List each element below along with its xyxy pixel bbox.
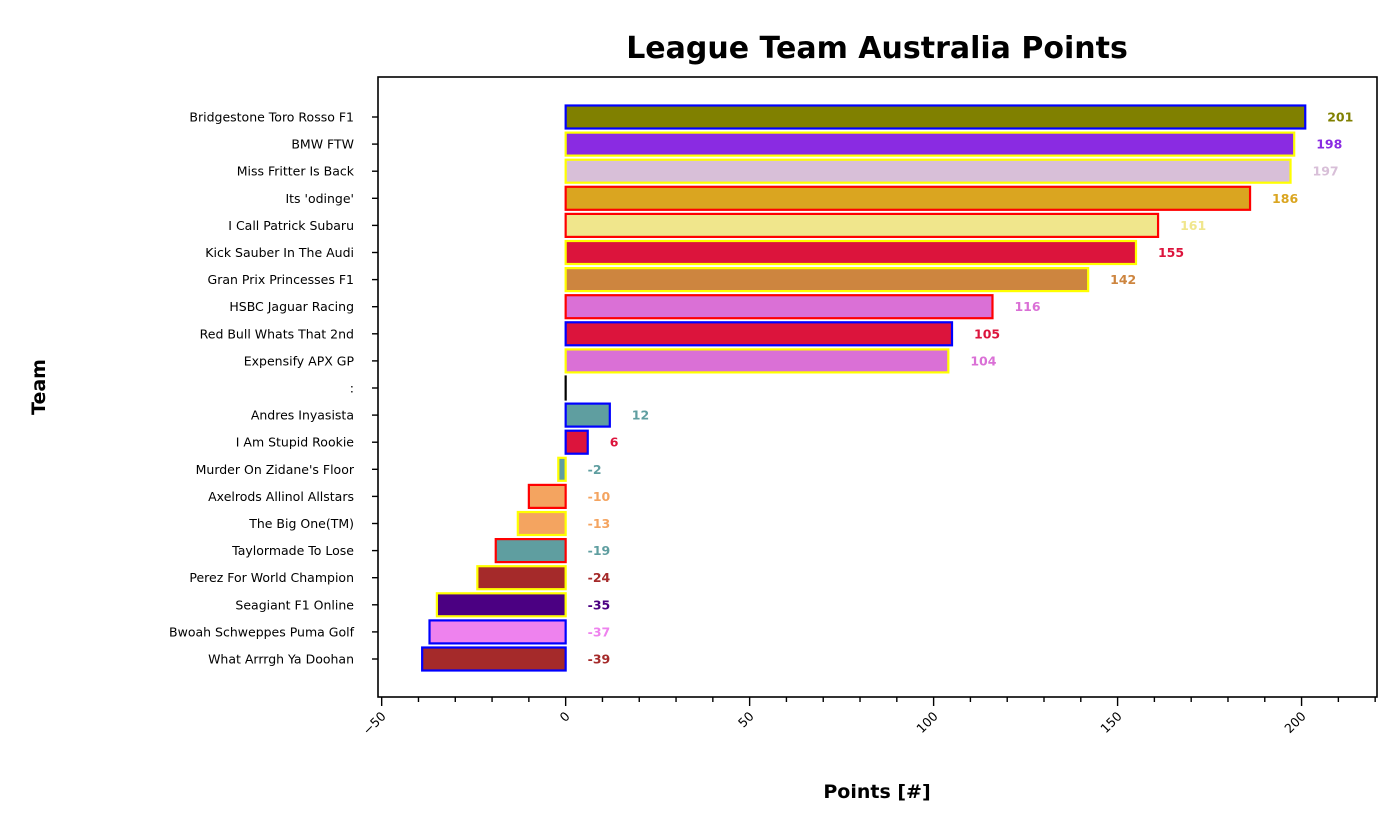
bar — [476, 565, 567, 591]
bar-value-label: 12 — [632, 408, 649, 423]
y-tick-label: The Big One(TM) — [248, 516, 354, 531]
bar-value-label: -39 — [588, 652, 611, 667]
y-tick-label: I Call Patrick Subaru — [228, 218, 354, 233]
bar — [494, 537, 567, 564]
bar-value-label: -35 — [588, 597, 611, 612]
bar-value-label: 116 — [1014, 299, 1040, 314]
bar-value-label: 161 — [1180, 218, 1206, 233]
y-tick-label: : — [350, 381, 354, 396]
y-tick-label: I Am Stupid Rookie — [236, 435, 355, 450]
y-tick-label: Andres Inyasista — [251, 408, 354, 423]
y-tick-label: Miss Fritter Is Back — [237, 164, 355, 179]
bar — [516, 510, 567, 537]
bar-value-label: 186 — [1272, 191, 1298, 206]
bar — [564, 402, 611, 428]
bar-value-label: -37 — [588, 624, 611, 639]
bar — [428, 619, 567, 645]
x-tick-label: 0 — [557, 708, 573, 724]
bar-value-label: 104 — [970, 353, 996, 368]
y-tick-label: Expensify APX GP — [244, 353, 355, 368]
bar-value-label: -2 — [588, 462, 602, 477]
x-tick-label: 150 — [1097, 708, 1125, 736]
y-tick-label: Seagiant F1 Online — [235, 597, 354, 612]
bar — [564, 239, 1138, 266]
y-tick-label: Kick Sauber In The Audi — [205, 245, 354, 260]
bar-value-label: 198 — [1316, 137, 1342, 152]
bar-value-label: -24 — [588, 570, 611, 585]
bar — [564, 321, 954, 347]
chart-title: League Team Australia Points — [626, 31, 1128, 66]
bar-value-label: 105 — [974, 326, 1000, 341]
y-tick-label: HSBC Jaguar Racing — [229, 299, 354, 314]
bar — [421, 646, 567, 672]
bar — [564, 294, 994, 320]
bar-value-label: 201 — [1327, 110, 1353, 125]
y-tick-label: Axelrods Allinol Allstars — [208, 489, 354, 504]
bar-value-label: -10 — [588, 489, 611, 504]
y-tick-label: What Arrrgh Ya Doohan — [208, 652, 354, 667]
bar — [564, 267, 1090, 293]
y-axis: Bridgestone Toro Rosso F1 BMW FTW Miss Fri… — [169, 110, 378, 667]
bar — [564, 429, 589, 455]
bar — [557, 456, 567, 482]
y-tick-label: Red Bull Whats That 2nd — [200, 326, 354, 341]
y-axis-label: Team — [28, 359, 50, 415]
y-tick-label: Perez For World Champion — [189, 570, 354, 585]
y-tick-label: Bridgestone Toro Rosso F1 — [189, 110, 354, 125]
bar — [564, 212, 1160, 238]
x-axis-label: Points [#] — [823, 781, 930, 803]
bar-value-label: -13 — [588, 516, 611, 531]
bar — [564, 348, 950, 374]
y-tick-label: BMW FTW — [291, 137, 354, 152]
x-axis: −50 0 50 100 150 200 — [360, 697, 1376, 738]
bar-value-label: -19 — [588, 543, 611, 558]
bar — [564, 131, 1296, 157]
x-tick-label: 100 — [913, 708, 941, 736]
bar-value-label: 142 — [1110, 272, 1136, 287]
plot-area: 201 198 197 186 161 155 142 116 105 104 12 6 -2 -10 -1… — [421, 104, 1353, 672]
bar-value-label: 197 — [1313, 164, 1339, 179]
axes-frame — [377, 76, 1378, 698]
bar — [564, 185, 1252, 211]
bar — [564, 158, 1292, 184]
bar-value-label: 6 — [610, 435, 619, 450]
y-tick-label: Murder On Zidane's Floor — [196, 462, 355, 477]
bar — [435, 592, 567, 618]
bar — [527, 483, 567, 509]
x-tick-label: 200 — [1281, 708, 1309, 736]
x-tick-label: −50 — [360, 708, 389, 737]
y-tick-label: Taylormade To Lose — [231, 543, 354, 558]
bar-value-label: 155 — [1158, 245, 1184, 260]
bar — [564, 104, 1307, 130]
y-tick-label: Bwoah Schweppes Puma Golf — [169, 624, 355, 639]
y-tick-label: Gran Prix Princesses F1 — [208, 272, 354, 287]
x-tick-label: 50 — [735, 708, 757, 730]
y-tick-label: Its 'odinge' — [285, 191, 354, 206]
